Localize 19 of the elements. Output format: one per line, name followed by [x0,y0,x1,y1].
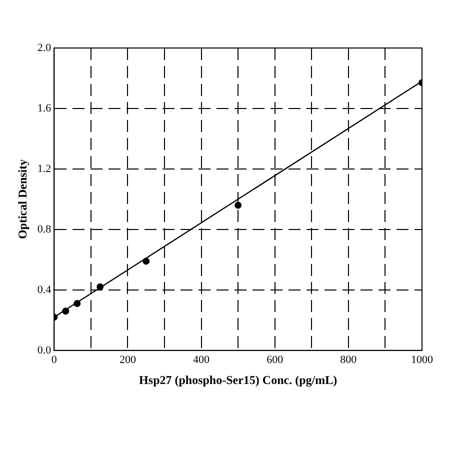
y-tick-label: 1.6 [37,102,52,114]
x-axis-title: Hsp27 (phospho-Ser15) Conc. (pg/mL) [139,372,338,387]
y-axis-title: Optical Density [15,159,30,240]
y-tick-label: 1.2 [37,162,52,175]
y-tick-label: 0.0 [37,344,52,356]
point [234,202,242,209]
y-tick-label: 0.8 [37,223,52,236]
point [96,283,104,290]
x-tick-label: 0 [51,354,58,366]
point [74,300,81,308]
x-tick-label: 400 [193,354,210,366]
y-tick-label: 2.0 [37,42,52,54]
y-tick-label: 0.4 [37,284,52,296]
point [142,258,150,265]
point [62,308,70,315]
x-tick-label: 800 [340,354,358,366]
x-tick-label: 600 [266,354,284,366]
x-tick-label: 1000 [411,354,434,366]
x-tick-label: 200 [119,354,136,366]
